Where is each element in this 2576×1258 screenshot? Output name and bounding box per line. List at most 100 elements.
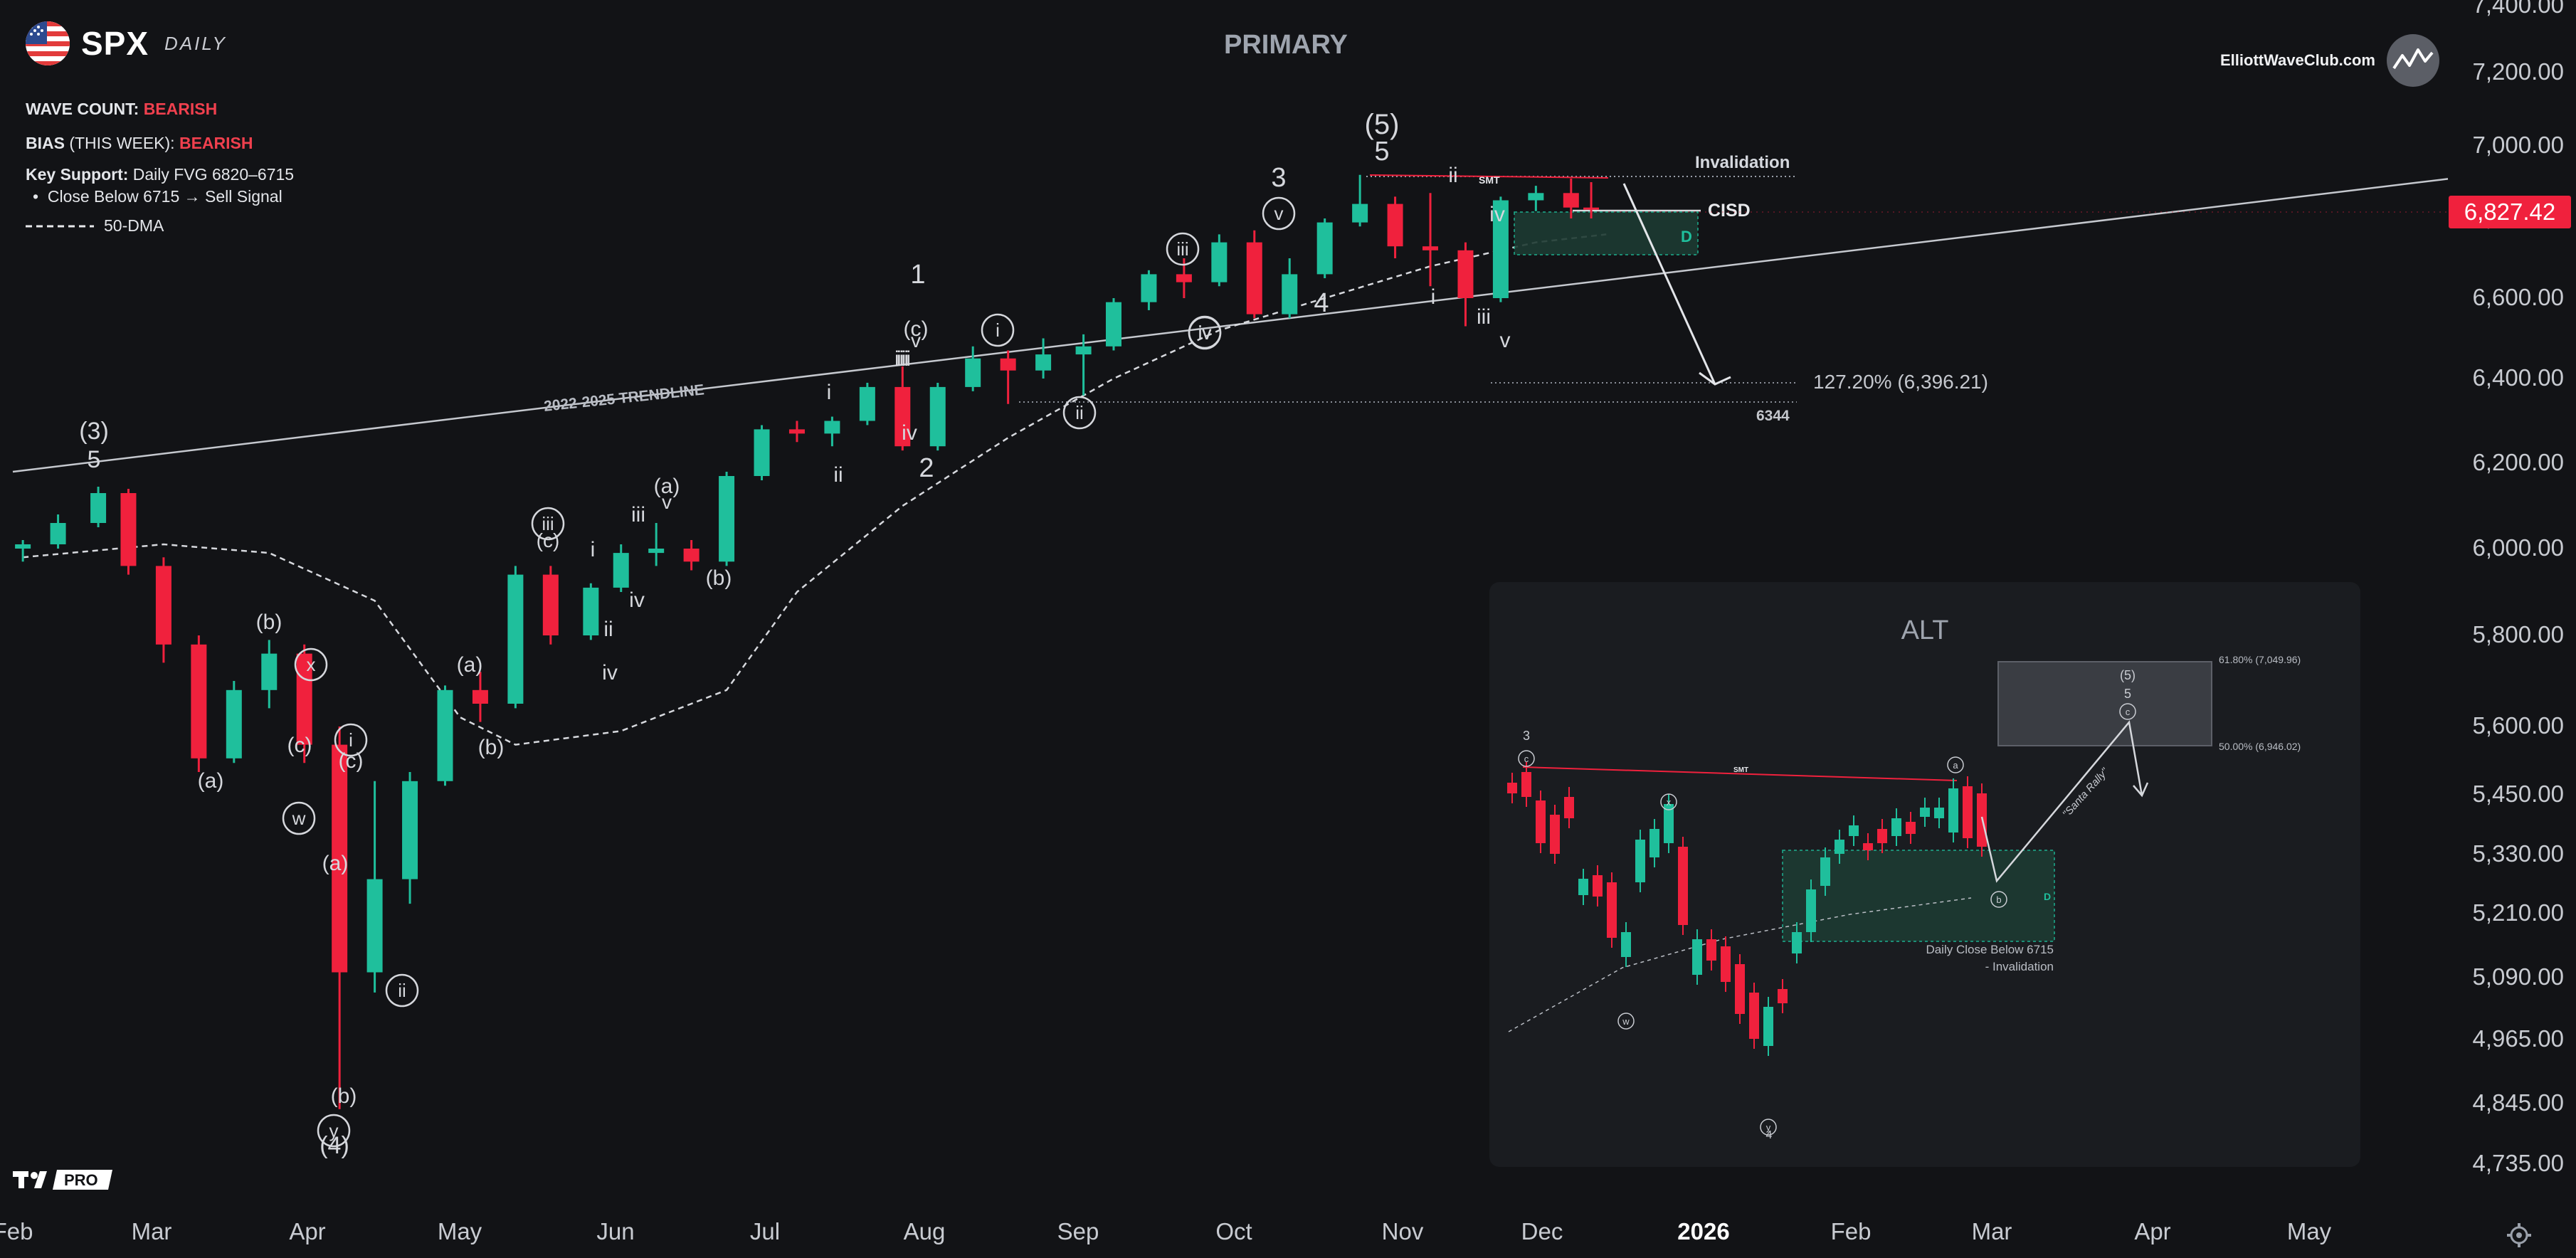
candle xyxy=(929,382,946,451)
alt-candle-body xyxy=(1564,797,1574,818)
wave-label: 3 xyxy=(1271,163,1286,193)
candle-body xyxy=(754,429,770,476)
alt-wave-circled: c xyxy=(2119,703,2136,720)
wave-label: (b) xyxy=(256,610,283,634)
price-tick-label: 5,090.00 xyxy=(2472,963,2564,990)
alt-projection-arrowhead xyxy=(2133,782,2149,798)
wave-circle xyxy=(282,801,316,835)
wave-label: v xyxy=(1274,203,1284,224)
current-price-badge: 6,827.42 xyxy=(2449,196,2571,228)
wave-label: (4) xyxy=(320,1132,349,1159)
support-label: Key Support: xyxy=(26,165,129,184)
elliottwaveclub-logo-icon xyxy=(2386,34,2439,87)
alt-candle-body xyxy=(1536,800,1546,843)
wave-circle xyxy=(531,507,565,541)
time-tick-label: Jun xyxy=(596,1218,635,1244)
wave-label: (a) xyxy=(322,852,349,875)
alt-candle-body xyxy=(1792,932,1802,953)
candle xyxy=(859,382,875,426)
price-tick-label: 6,000.00 xyxy=(2472,534,2564,561)
time-tick-label: Feb xyxy=(1830,1218,1872,1244)
alt-candle-body xyxy=(1721,946,1731,982)
ewc-brand: ElliottWaveClub.com xyxy=(2220,34,2439,87)
candle xyxy=(824,416,840,447)
alt-candle xyxy=(1778,979,1788,1013)
candle xyxy=(1528,186,1544,211)
wave-count-line: WAVE COUNT: BEARISH xyxy=(26,100,217,119)
candle xyxy=(683,540,700,571)
trendline-label: 2022-2025 TRENDLINE xyxy=(543,381,705,415)
alt-candle xyxy=(1863,833,1873,860)
alt-candle xyxy=(1578,869,1588,905)
alt-candle xyxy=(1721,936,1731,992)
alt-wave-circled: c xyxy=(1518,750,1535,767)
alt-candle-body xyxy=(1664,804,1674,843)
candle xyxy=(50,514,66,549)
price-tick-label: 4,845.00 xyxy=(2472,1089,2564,1116)
candle-body xyxy=(366,879,383,973)
alt-candle-body xyxy=(1763,1007,1773,1046)
support-bullet: • Close Below 6715 → Sell Signal xyxy=(33,187,283,206)
candle xyxy=(1387,196,1403,258)
alt-candle-body xyxy=(1706,939,1716,961)
alt-wave-circle xyxy=(1660,793,1677,810)
candle-body xyxy=(191,644,207,758)
candle xyxy=(1246,230,1262,319)
time-tick-label: Apr xyxy=(2134,1218,2171,1244)
candle xyxy=(90,487,107,527)
alt-candle-body xyxy=(1806,889,1816,932)
wave-label-circled: ii xyxy=(385,973,419,1008)
price-tick-label: 4,965.00 xyxy=(2472,1025,2564,1052)
alt-sma-line xyxy=(1508,897,1972,1032)
wave-label: 2 xyxy=(919,453,934,483)
invalidation-label: Invalidation xyxy=(1695,153,1790,172)
alt-wave-label: 5 xyxy=(2124,687,2131,701)
wave-label-circled: i xyxy=(334,723,368,757)
wave-label: ii xyxy=(833,463,843,487)
candle-body xyxy=(1387,204,1403,247)
alt-wave-circle xyxy=(1518,750,1535,767)
wave-label: i xyxy=(996,319,1000,341)
candle xyxy=(1282,258,1298,319)
candle-body xyxy=(507,574,524,704)
wave-label-circled: iv xyxy=(1188,316,1222,350)
svg-text:PRO: PRO xyxy=(64,1171,98,1189)
alt-candle-body xyxy=(1835,840,1844,854)
alt-candle xyxy=(1806,879,1816,942)
dma-legend: 50-DMA xyxy=(26,216,164,236)
alt-fvg-label: D xyxy=(2044,891,2051,902)
alt-wave-label: y xyxy=(1766,1122,1771,1133)
candle-body xyxy=(1246,242,1262,314)
candle xyxy=(1492,196,1509,302)
wave-label: iii xyxy=(1176,238,1188,260)
gear-icon[interactable] xyxy=(2505,1221,2533,1249)
wave-label-circled: x xyxy=(294,648,328,682)
candle xyxy=(1352,174,1368,227)
wave-label: (c) xyxy=(339,749,364,773)
candle-body xyxy=(1176,274,1192,282)
alt-wave-label: a xyxy=(1953,760,1958,771)
candle-body xyxy=(683,549,700,562)
cisd-label: CISD xyxy=(1708,201,1751,221)
candle-body xyxy=(402,781,418,879)
tradingview-logo-icon[interactable]: PRO xyxy=(13,1167,112,1191)
wave-label: (b) xyxy=(478,736,505,759)
wave-label-circled: ii xyxy=(1062,396,1097,430)
candle-body xyxy=(1528,193,1544,201)
time-tick-label: Mar xyxy=(131,1218,172,1244)
candle-body xyxy=(1282,274,1298,314)
candle xyxy=(15,540,31,562)
candle-body xyxy=(1457,250,1474,298)
candle xyxy=(261,640,278,709)
candle-body xyxy=(1563,193,1579,208)
alt-wave-circled: b xyxy=(1990,891,2007,908)
alt-candle xyxy=(1735,954,1745,1024)
wave-label: iii xyxy=(631,503,645,527)
alt-candle xyxy=(1877,819,1887,853)
candle-body xyxy=(894,386,911,447)
candle-body xyxy=(1352,204,1368,223)
candle xyxy=(542,566,559,645)
candle-body xyxy=(1035,354,1052,371)
